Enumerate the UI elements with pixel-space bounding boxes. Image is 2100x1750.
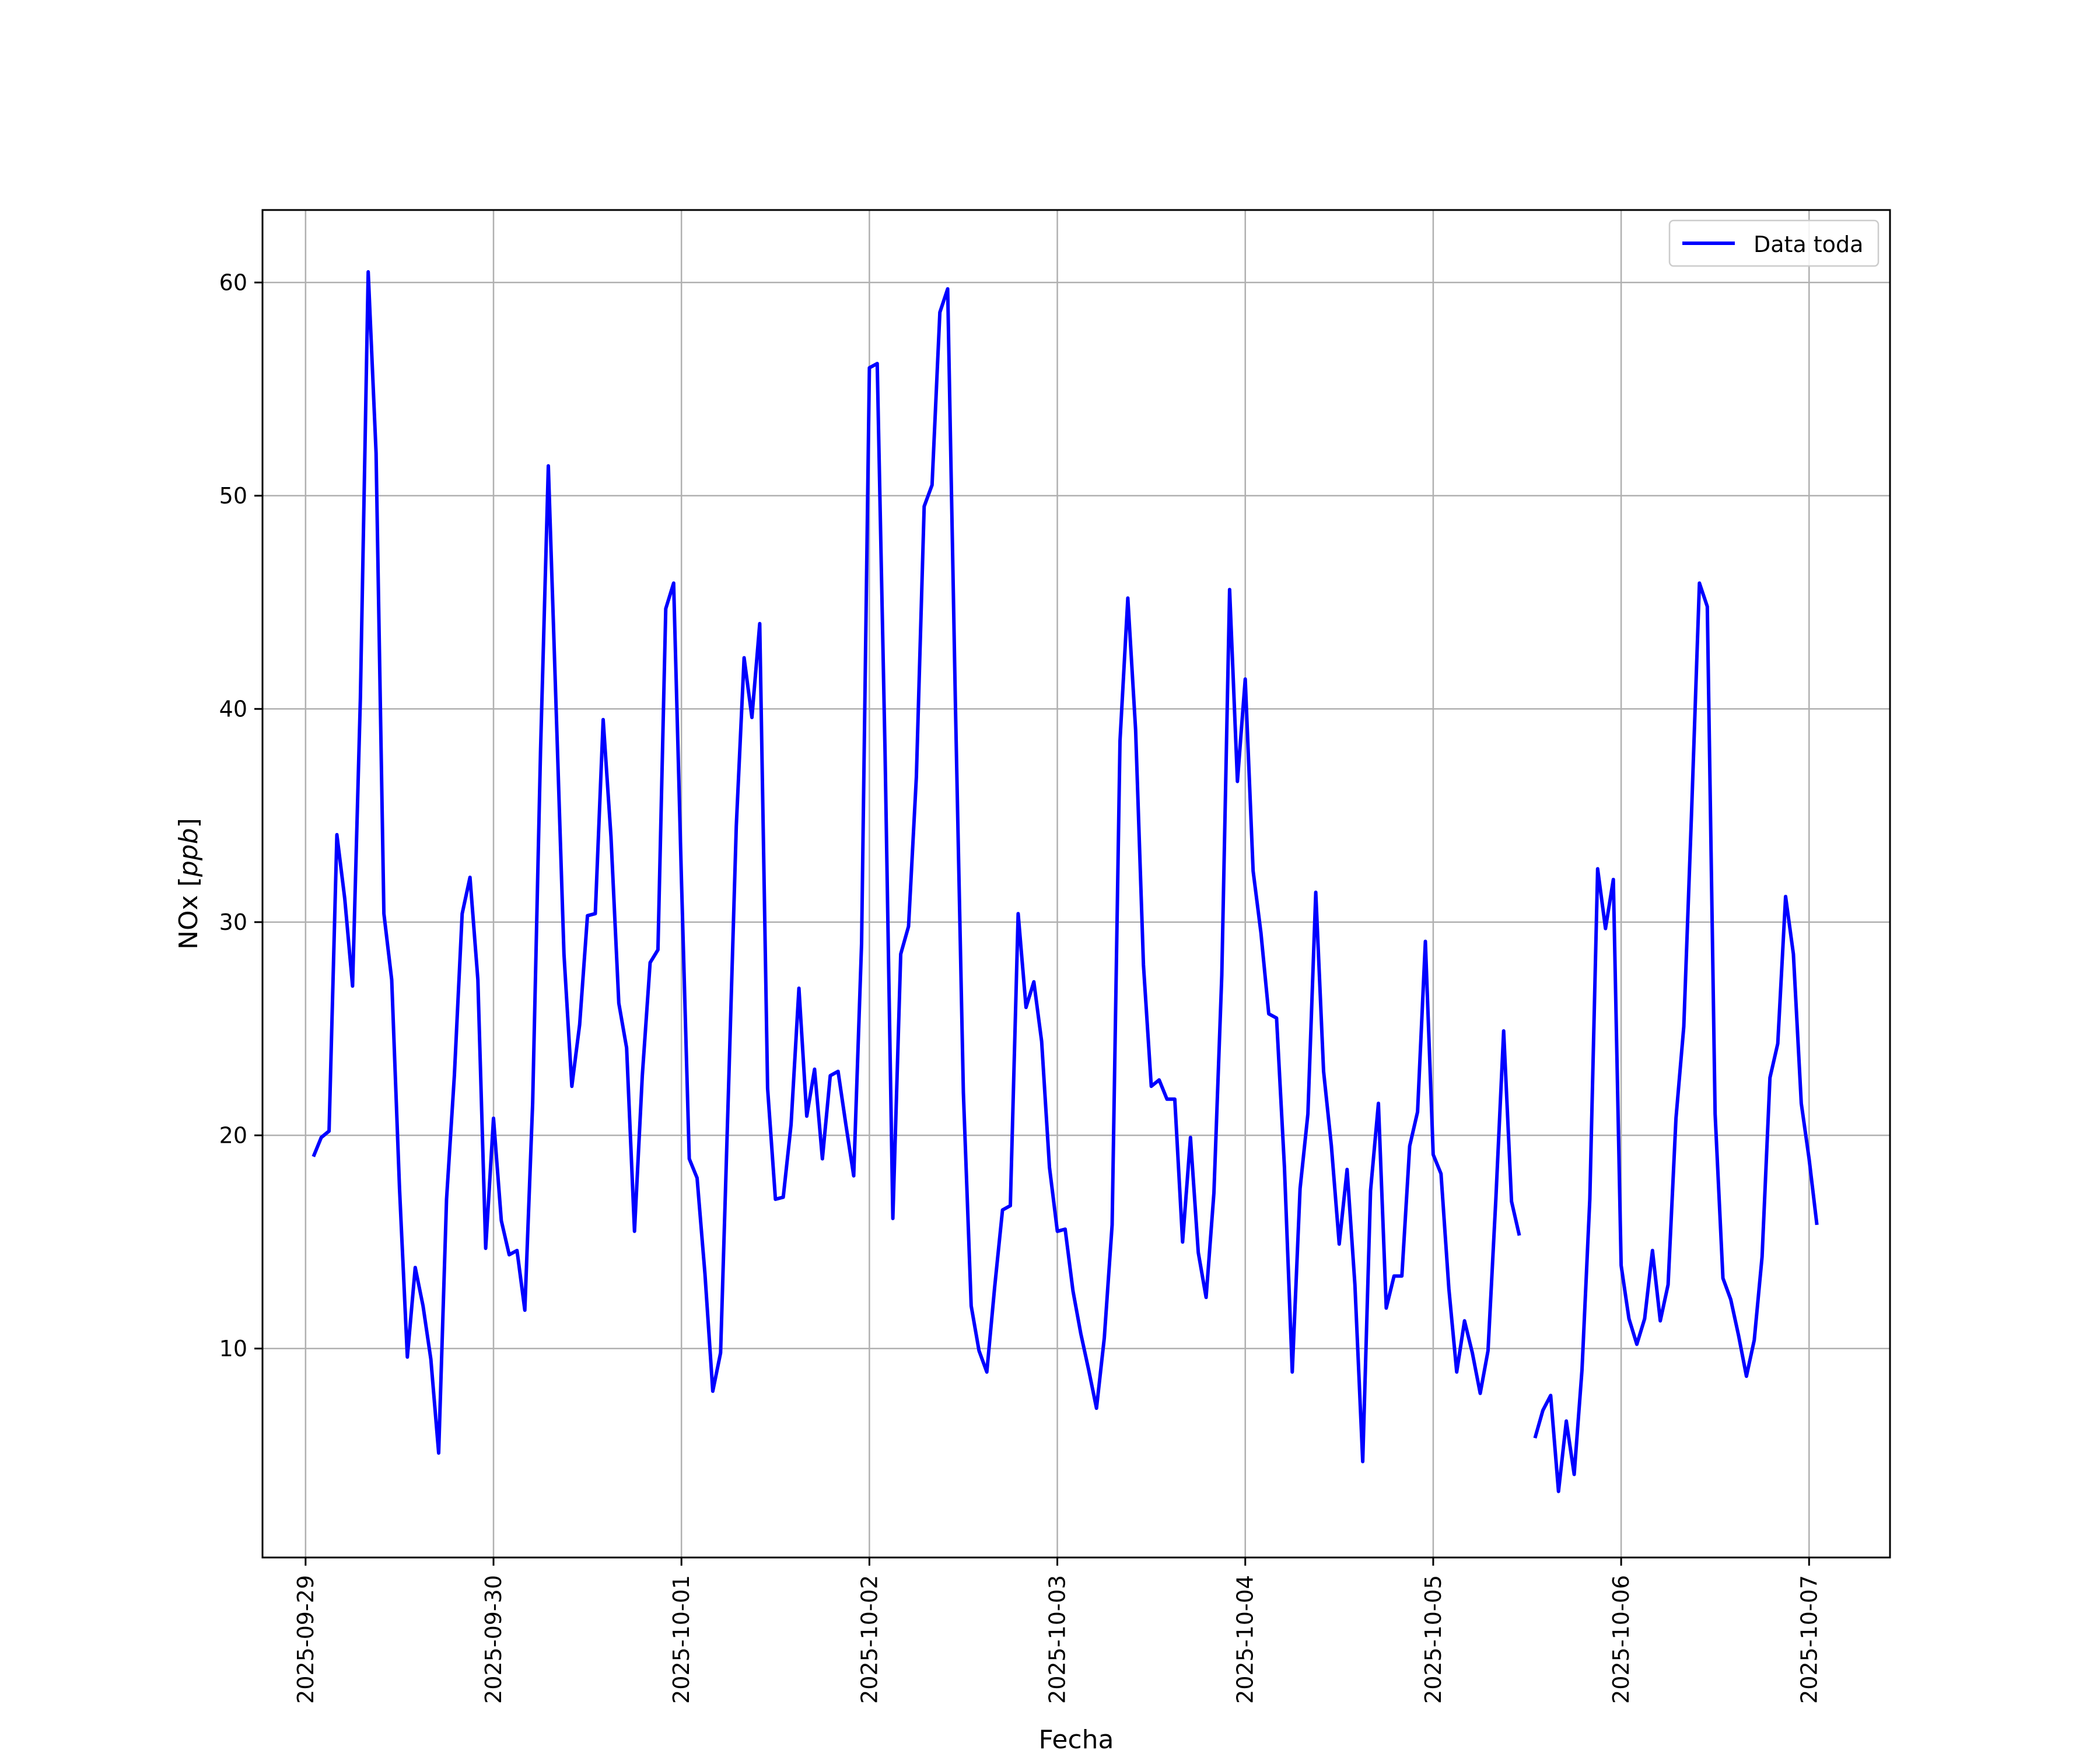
- y-tick-label: 20: [219, 1122, 247, 1148]
- x-tick-label: 2025-10-04: [1233, 1575, 1258, 1704]
- plot-area-frame: [261, 209, 1891, 1559]
- x-tick-label: 2025-10-03: [1045, 1575, 1070, 1704]
- x-tick-label: 2025-10-07: [1796, 1575, 1822, 1704]
- legend-label: Data toda: [1754, 232, 1863, 257]
- y-tick-label: 40: [219, 696, 247, 722]
- legend-box: [1668, 219, 1880, 267]
- y-axis-label-main: NOx: [174, 887, 204, 950]
- series-line-data-toda: [312, 270, 1819, 1493]
- y-tick-label: 60: [219, 270, 247, 295]
- y-axis-label-bracket-close: ]: [174, 818, 204, 828]
- series-layer: [312, 270, 1819, 1493]
- y-tick-label: 50: [219, 483, 247, 509]
- y-axis-label-unit: ppb: [174, 828, 204, 877]
- y-axis-label-bracket-open: [: [174, 877, 204, 887]
- y-tick-label: 30: [219, 909, 247, 935]
- y-axis-label: NOx [ppb]: [174, 818, 204, 950]
- x-tick-label: 2025-10-05: [1420, 1575, 1446, 1704]
- legend: Data toda: [1668, 219, 1880, 267]
- x-tick-label: 2025-09-29: [293, 1575, 318, 1704]
- y-tick-label: 10: [219, 1336, 247, 1362]
- x-tick-label: 2025-10-02: [856, 1575, 882, 1704]
- axis-ticks: 2025-09-29 2025-09-30 2025-10-01 2025-10-02…: [219, 270, 1822, 1704]
- x-tick-label: 2025-10-01: [668, 1575, 694, 1704]
- x-tick-label: 2025-10-06: [1608, 1575, 1634, 1704]
- x-tick-label: 2025-09-30: [481, 1575, 506, 1704]
- x-axis-label: Fecha: [1038, 1725, 1114, 1750]
